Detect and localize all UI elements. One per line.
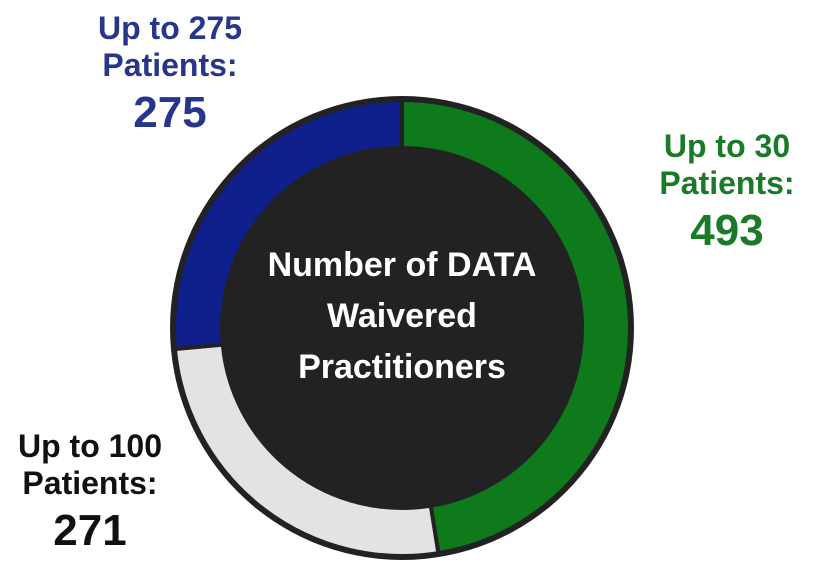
slice-label: Up to 30 Patients: 493: [637, 128, 817, 256]
slice-label: Up to 275 Patients: 275: [80, 10, 260, 138]
value-label: 271: [53, 505, 127, 555]
slice-label: Up to 100 Patients: 271: [0, 428, 180, 556]
category-label: Up to 100 Patients:: [17, 428, 163, 501]
value-label: 275: [133, 87, 207, 137]
category-label: Up to 275 Patients:: [97, 10, 243, 83]
value-label: 493: [690, 205, 764, 255]
category-label: Up to 30 Patients:: [659, 128, 795, 201]
donut-center: [222, 148, 582, 508]
chart-title: Number of DATA Waivered Practitioners: [267, 246, 537, 386]
